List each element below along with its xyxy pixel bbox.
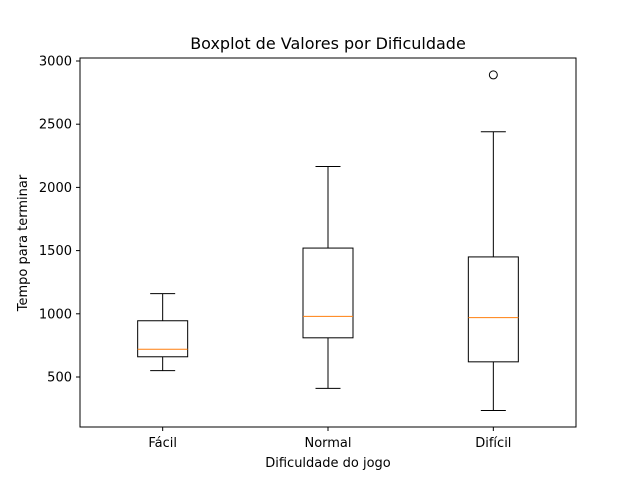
y-tick-label: 500 xyxy=(47,371,72,386)
box-2-iqr-box xyxy=(302,247,354,339)
x-tick-label: Difícil xyxy=(475,436,511,451)
y-axis-label: Tempo para terminar xyxy=(16,174,31,312)
plot-area: 500 1000 1500 2000 2500 3000 Fácil Normal Difíci… xyxy=(39,55,519,451)
chart-title: Boxplot de Valores por Dificuldade xyxy=(190,34,466,53)
y-tick-label: 2000 xyxy=(39,181,72,196)
x-tick-label: Fácil xyxy=(148,436,177,451)
y-tick-label: 1500 xyxy=(39,244,72,259)
y-tick-label: 1000 xyxy=(39,307,72,322)
box-3-iqr-box xyxy=(467,256,519,363)
y-tick-label: 3000 xyxy=(39,55,72,70)
axes-frame xyxy=(79,57,577,428)
box-1-iqr-box xyxy=(137,320,189,358)
box-3-outlier-point xyxy=(488,70,498,80)
y-tick-label: 2500 xyxy=(39,118,72,133)
x-tick-label: Normal xyxy=(304,436,351,451)
x-axis-label: Dificuldade do jogo xyxy=(265,456,391,471)
